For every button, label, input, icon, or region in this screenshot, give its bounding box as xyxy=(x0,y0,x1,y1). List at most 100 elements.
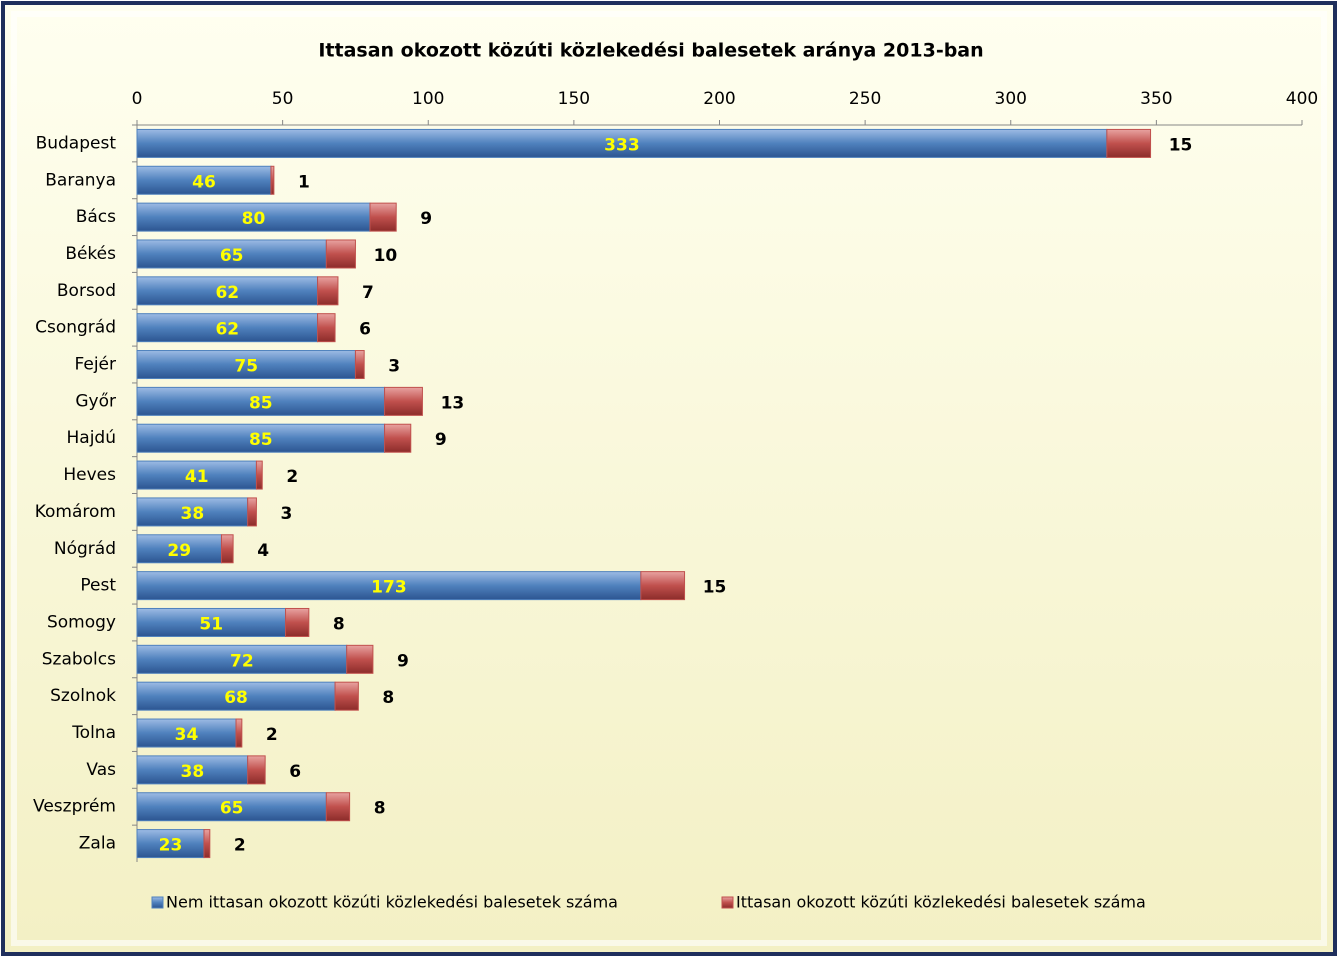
y-tick-label: Budapest xyxy=(36,133,117,153)
x-tick-label: 100 xyxy=(412,89,444,109)
data-label: 62 xyxy=(215,320,239,340)
bar xyxy=(346,644,374,674)
data-label: 2 xyxy=(266,725,278,745)
y-tick-label: Komárom xyxy=(35,502,116,522)
chart-title: Ittasan okozott közúti közlekedési bales… xyxy=(318,40,983,62)
legend-label: Nem ittasan okozott közúti közlekedési b… xyxy=(166,893,618,912)
data-label: 6 xyxy=(359,320,371,340)
y-tick-label: Baranya xyxy=(45,170,116,190)
data-label: 333 xyxy=(604,135,640,155)
bar xyxy=(136,607,287,637)
data-label: 41 xyxy=(185,467,209,487)
x-tick-label: 50 xyxy=(272,89,294,109)
data-label: 80 xyxy=(242,209,266,229)
bar xyxy=(136,534,222,564)
x-tick-label: 300 xyxy=(995,89,1027,109)
data-label: 65 xyxy=(220,246,244,266)
y-tick-label: Bács xyxy=(76,207,116,227)
bar xyxy=(136,386,386,416)
bar xyxy=(136,571,642,601)
y-tick-label: Heves xyxy=(63,465,116,485)
y-tick-label: Győr xyxy=(75,391,116,411)
y-tick-label: Tolna xyxy=(71,723,116,743)
data-label: 51 xyxy=(199,614,223,634)
y-tick-label: Hajdú xyxy=(67,428,117,448)
x-tick-label: 150 xyxy=(558,89,590,109)
data-label: 8 xyxy=(382,688,394,708)
data-label: 29 xyxy=(167,541,191,561)
bar xyxy=(325,239,356,269)
data-label: 62 xyxy=(215,283,239,303)
y-tick-label: Pest xyxy=(80,576,116,596)
y-tick-label: Nógrád xyxy=(54,539,116,559)
bar xyxy=(136,239,327,269)
bar xyxy=(203,829,211,859)
data-label: 65 xyxy=(220,799,244,819)
bar xyxy=(285,607,310,637)
legend-swatch xyxy=(721,896,734,909)
y-tick-label: Békés xyxy=(65,244,116,264)
data-label: 46 xyxy=(192,172,216,192)
bar xyxy=(136,350,356,380)
data-label: 34 xyxy=(175,725,199,745)
data-label: 7 xyxy=(362,283,374,303)
bar xyxy=(136,681,336,711)
data-label: 173 xyxy=(371,578,407,598)
y-tick-label: Csongrád xyxy=(35,318,116,338)
data-label: 13 xyxy=(441,393,465,413)
data-label: 9 xyxy=(397,651,409,671)
x-tick-label: 350 xyxy=(1140,89,1172,109)
bar xyxy=(136,128,1108,158)
data-label: 4 xyxy=(257,541,269,561)
legend-label: Ittasan okozott közúti közlekedési bales… xyxy=(736,893,1146,912)
bar xyxy=(136,792,327,822)
y-tick-label: Borsod xyxy=(57,281,116,301)
data-label: 23 xyxy=(159,836,183,856)
data-label: 9 xyxy=(420,209,432,229)
y-tick-label: Somogy xyxy=(47,612,116,632)
data-label: 6 xyxy=(289,762,301,782)
data-label: 10 xyxy=(374,246,398,266)
bar xyxy=(247,755,266,785)
data-label: 1 xyxy=(298,172,310,192)
bar xyxy=(317,276,339,306)
bar xyxy=(640,571,686,601)
bar xyxy=(1106,128,1152,158)
bar xyxy=(354,350,365,380)
y-tick-label: Zala xyxy=(79,834,116,854)
x-tick-label: 0 xyxy=(132,89,143,109)
bar xyxy=(270,165,275,195)
data-label: 38 xyxy=(181,762,205,782)
bar xyxy=(136,644,348,674)
bar xyxy=(384,423,412,453)
x-tick-label: 250 xyxy=(849,89,881,109)
data-label: 72 xyxy=(230,651,254,671)
frame-bevel xyxy=(11,11,1327,946)
bar xyxy=(247,497,257,527)
data-label: 3 xyxy=(280,504,292,524)
data-label: 3 xyxy=(388,357,400,377)
data-label: 75 xyxy=(234,357,258,377)
data-label: 8 xyxy=(374,799,386,819)
data-label: 2 xyxy=(286,467,298,487)
data-label: 68 xyxy=(224,688,248,708)
bar xyxy=(317,313,336,343)
bar xyxy=(136,276,319,306)
y-tick-label: Veszprém xyxy=(33,797,116,817)
x-tick-label: 200 xyxy=(703,89,735,109)
data-label: 38 xyxy=(181,504,205,524)
data-label: 85 xyxy=(249,430,273,450)
data-label: 8 xyxy=(333,614,345,634)
data-label: 85 xyxy=(249,393,273,413)
bar xyxy=(369,202,397,232)
data-label: 15 xyxy=(1169,135,1193,155)
bar xyxy=(325,792,351,822)
bar xyxy=(384,386,423,416)
bar xyxy=(235,718,243,748)
legend-swatch xyxy=(151,896,164,909)
y-tick-label: Vas xyxy=(86,760,116,780)
x-tick-label: 400 xyxy=(1286,89,1318,109)
data-label: 2 xyxy=(234,836,246,856)
